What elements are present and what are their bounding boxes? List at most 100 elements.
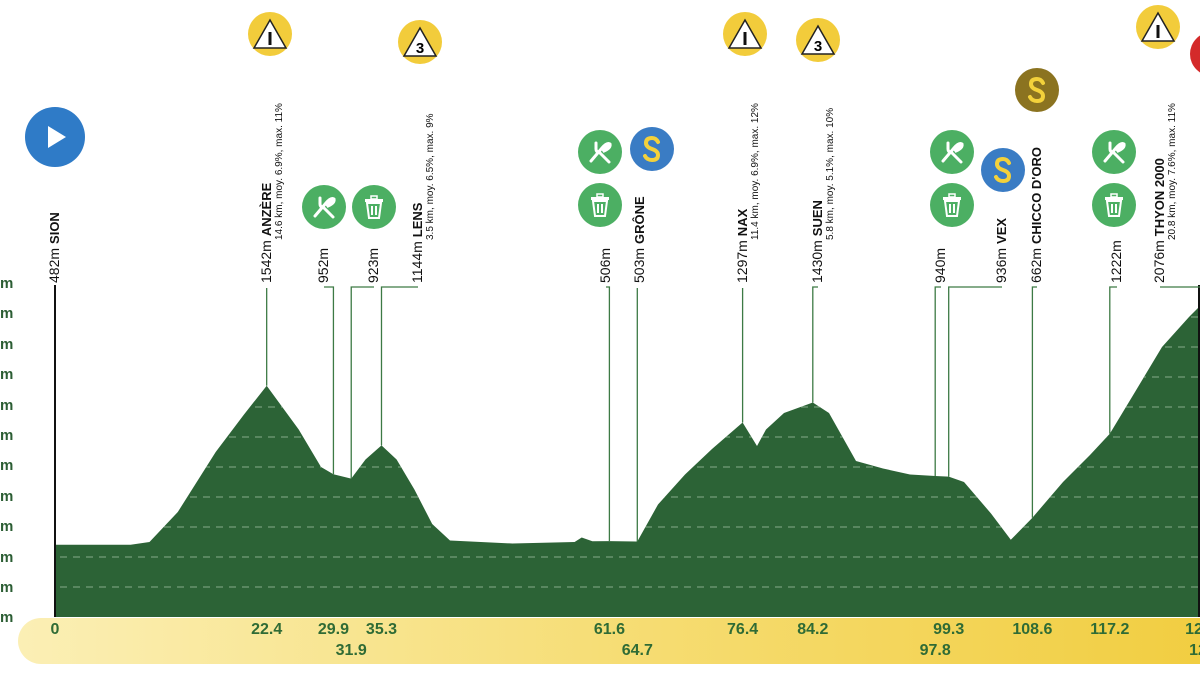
km-label: 108.6 xyxy=(1012,621,1053,638)
km-label: 0 xyxy=(50,621,60,638)
waypoint-label: 2076m THYON 2000 20.8 km, moy. 7.6%, max. … xyxy=(1151,103,1179,283)
waypoint-label: 503m GRÔNE xyxy=(631,196,647,283)
waypoint-label: 662m CHICCO D'ORO xyxy=(1028,146,1044,283)
km-label: 61.6 xyxy=(593,621,625,638)
y-tick-label: m xyxy=(0,275,14,292)
waypoint-label-line: 923m xyxy=(365,247,381,283)
leader-line xyxy=(948,286,1002,477)
sprint-icon xyxy=(981,148,1025,192)
climb-details: 3.5 km, moy. 6.5%, max. 9% xyxy=(425,113,436,240)
leader-line xyxy=(1160,286,1200,288)
waypoint-elevation: 506m xyxy=(597,247,613,283)
waypoint-label-line: 952m xyxy=(315,247,331,283)
waypoint-elevation: 936m xyxy=(993,247,1009,283)
waypoint-label: 482m SION xyxy=(46,212,62,283)
waypoint-elevation: 662m xyxy=(1028,247,1044,283)
waypoint-elevation: 940m xyxy=(932,247,948,283)
waypoint-label: 1542m ANZÈRE 14.6 km, moy. 6.9%, max. 11% xyxy=(258,103,286,283)
leader-line xyxy=(380,286,418,446)
waypoint-label-line: 1222m xyxy=(1108,240,1124,283)
km-label: 84.2 xyxy=(797,621,829,638)
y-tick-label: m xyxy=(0,579,14,596)
climb-cat-3-icon: 3 xyxy=(796,18,840,62)
leader-line xyxy=(1031,286,1037,518)
feed-zone-icon xyxy=(930,130,974,174)
leader-line xyxy=(934,286,941,476)
waste-zone-icon xyxy=(930,183,974,227)
waypoint-elevation: 952m xyxy=(315,247,331,283)
waypoint-elevation: 1222m xyxy=(1108,240,1124,283)
waypoint-elevation: 1430m xyxy=(809,240,825,283)
waypoint-name: ANZÈRE xyxy=(259,182,274,237)
waypoint-label: 952m xyxy=(315,247,331,283)
waypoint-elevation: 503m xyxy=(631,247,647,283)
waypoint-elevation: 1542m xyxy=(258,240,274,283)
waypoint-label-line: 506m xyxy=(597,247,613,283)
km-label: 64.7 xyxy=(621,642,653,659)
waypoint-label-line: 2076m THYON 2000 xyxy=(1151,103,1167,283)
waypoint-label-line: 1297m NAX xyxy=(734,103,750,283)
waypoint-elevation: 2076m xyxy=(1151,240,1167,283)
waste-zone-icon xyxy=(1092,183,1136,227)
svg-text:3: 3 xyxy=(416,40,424,57)
leader-line xyxy=(606,286,611,542)
y-tick-label: m xyxy=(0,548,14,566)
km-band xyxy=(18,618,1200,664)
y-tick-label: m xyxy=(0,487,14,505)
feed-zone-icon xyxy=(302,185,346,229)
finish-icon xyxy=(1190,32,1200,76)
km-label: 127. xyxy=(1185,621,1200,638)
climb-cat-1-icon xyxy=(1136,5,1180,49)
km-label: 127 xyxy=(1189,642,1200,659)
km-label: 99.3 xyxy=(933,621,965,638)
waypoint-name: VEX xyxy=(994,217,1009,244)
waypoint-label: 940m xyxy=(932,247,948,283)
waypoint-label-line: 940m xyxy=(932,247,948,283)
waypoint-elevation: 1297m xyxy=(734,240,750,283)
y-tick-label: m xyxy=(0,427,14,444)
waypoint-label: 1430m SUEN 5.8 km, moy. 5.1%, max. 10% xyxy=(809,107,837,283)
waypoint-name: THYON 2000 xyxy=(1152,158,1167,237)
special-sprint-icon xyxy=(1015,68,1059,112)
waste-zone-icon xyxy=(352,185,396,229)
start-icon xyxy=(25,107,85,167)
waypoint-elevation: 482m xyxy=(46,247,62,283)
km-label: 117.2 xyxy=(1090,621,1130,638)
y-tick-label: m xyxy=(0,518,14,536)
elevation-profile-area xyxy=(55,306,1200,617)
waypoint-label-line: 1430m SUEN xyxy=(809,108,825,283)
climb-details: 20.8 km, moy. 7.6%, max. 11% xyxy=(1167,103,1178,240)
waypoint-label: 1144m LENS 3.5 km, moy. 6.5%, max. 9% xyxy=(409,113,437,283)
feed-zone-icon xyxy=(1092,130,1136,174)
climb-cat-1-icon xyxy=(723,12,767,56)
waypoint-label-line: 936m VEX xyxy=(993,217,1009,283)
waypoint-elevation: 923m xyxy=(365,247,381,283)
waypoint-label: 506m xyxy=(597,247,613,283)
climb-cat-3-icon: 3 xyxy=(398,20,442,64)
climb-details: 14.6 km, moy. 6.9%, max. 11% xyxy=(274,103,285,240)
waypoint-label-line: 1542m ANZÈRE xyxy=(258,103,274,283)
feed-zone-icon xyxy=(578,130,622,174)
waypoint-label: 1222m xyxy=(1108,240,1124,283)
waypoint-name: CHICCO D'ORO xyxy=(1029,146,1044,244)
leader-line xyxy=(324,286,335,475)
leader-line xyxy=(1109,286,1117,434)
svg-text:3: 3 xyxy=(814,38,822,55)
y-tick-label: m xyxy=(0,366,14,384)
waste-zone-icon xyxy=(578,183,622,227)
waypoint-label: 923m xyxy=(365,247,381,283)
y-tick-label: m xyxy=(0,609,14,627)
km-label: 31.9 xyxy=(335,642,367,659)
waypoint-elevation: 1144m xyxy=(409,241,425,283)
climb-details: 5.8 km, moy. 5.1%, max. 10% xyxy=(825,107,836,240)
waypoint-label: 936m VEX xyxy=(993,217,1009,283)
waypoint-name: LENS xyxy=(410,202,425,238)
leader-line xyxy=(350,286,374,479)
climb-details: 11.4 km, moy. 6.9%, max. 12% xyxy=(750,103,761,240)
km-label: 76.4 xyxy=(727,621,759,638)
waypoint-name: SUEN xyxy=(810,200,825,237)
waypoint-label-line: 1144m LENS xyxy=(409,113,425,283)
waypoint-name: GRÔNE xyxy=(632,196,647,244)
